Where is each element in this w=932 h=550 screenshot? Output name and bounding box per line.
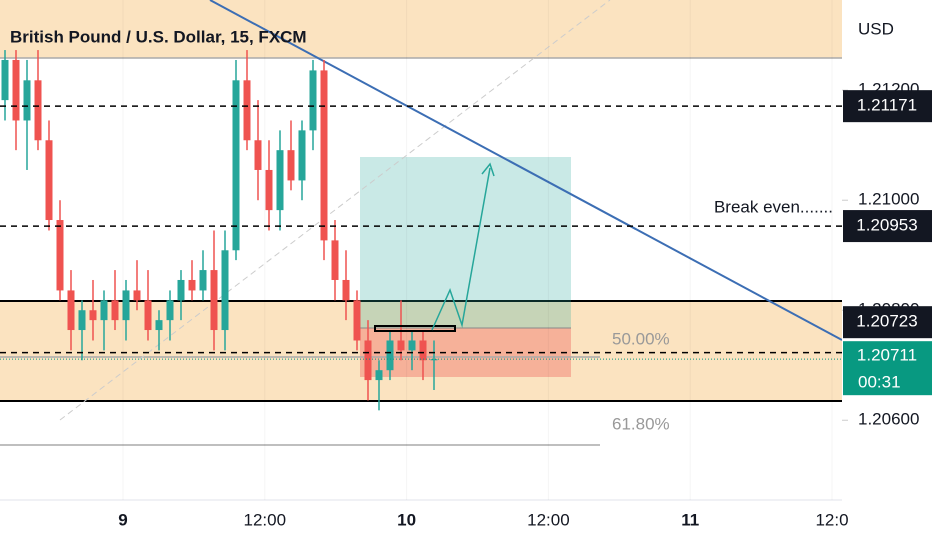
candle-body — [364, 340, 372, 381]
y-tick-label: 1.21000 — [858, 190, 919, 209]
candle-body — [1, 59, 9, 101]
supply-zone — [0, 0, 842, 58]
candle-body — [199, 270, 207, 291]
level-tag — [843, 306, 932, 339]
candle-body — [221, 250, 229, 331]
arrow-head — [481, 162, 495, 177]
candle-body — [210, 270, 218, 331]
candle-body — [100, 300, 108, 321]
candle-body — [34, 80, 42, 141]
candle-body — [298, 130, 306, 181]
x-tick-label: 11 — [681, 510, 699, 529]
currency-label: USD — [858, 19, 894, 38]
fib-trend — [59, 0, 611, 421]
fib-label: 61.80% — [612, 414, 670, 433]
candle-body — [78, 310, 86, 331]
candle-body — [320, 70, 328, 241]
x-tick-label: 12:00 — [244, 510, 287, 529]
candle-body — [166, 300, 174, 321]
x-tick-label: 12:00 — [527, 510, 570, 529]
level-label: 1.20723 — [856, 312, 917, 331]
candle-body — [67, 290, 75, 331]
candle-body — [45, 140, 53, 221]
countdown: 00:31 — [858, 373, 901, 392]
candle-body — [375, 370, 383, 381]
candle-body — [122, 290, 130, 321]
fib-label: 50.00% — [612, 329, 670, 348]
candle-body — [133, 290, 141, 301]
annotation: Break even....... — [714, 197, 833, 216]
candle-body — [177, 279, 185, 301]
level-tag — [843, 210, 932, 243]
candle-body — [12, 59, 20, 121]
candle-body — [56, 220, 64, 291]
x-tick-label: 12:0 — [815, 510, 848, 529]
candle-body — [397, 340, 405, 351]
candle-body — [232, 80, 240, 251]
target-box — [360, 157, 571, 328]
candle-body — [89, 310, 97, 321]
candle-body — [342, 279, 350, 301]
candle-body — [111, 300, 119, 321]
entry-marker — [374, 325, 456, 332]
candle-body — [144, 300, 152, 331]
candles — [1, 50, 438, 411]
level-tag — [843, 90, 932, 123]
last-price-tag — [843, 341, 932, 396]
price-axis — [842, 0, 932, 500]
candle-body — [408, 340, 416, 351]
level-label: 1.20953 — [856, 216, 917, 235]
candle-body — [254, 140, 262, 170]
candle-body — [386, 340, 394, 371]
candle-body — [353, 300, 361, 341]
y-tick-label: 1.20600 — [858, 410, 919, 429]
candle-body — [430, 359, 438, 361]
candle-body — [331, 240, 339, 280]
x-tick-label: 10 — [397, 510, 416, 529]
projection-arrow — [431, 167, 491, 331]
last-price-label: 1.20711 — [857, 346, 917, 365]
candle-body — [188, 279, 196, 291]
x-tick-label: 9 — [118, 510, 127, 529]
candle-body — [243, 80, 251, 141]
candle-body — [23, 80, 31, 121]
chart-title: British Pound / U.S. Dollar, 15, FXCM — [10, 27, 307, 46]
trend-line — [209, 0, 843, 341]
candle-body — [276, 150, 284, 211]
candle-body — [287, 150, 295, 181]
level-label: 1.21171 — [857, 96, 917, 115]
candle-body — [419, 340, 427, 361]
candle-body — [265, 169, 273, 211]
candle-body — [309, 70, 317, 131]
candle-body — [155, 320, 163, 331]
